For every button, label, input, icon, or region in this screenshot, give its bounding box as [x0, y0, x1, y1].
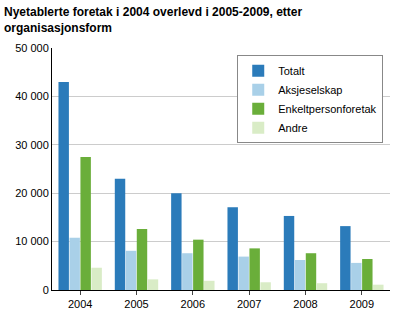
- svg-text:50 000: 50 000: [15, 42, 49, 54]
- svg-text:2006: 2006: [181, 298, 205, 310]
- svg-text:Aksjeselskap: Aksjeselskap: [278, 84, 342, 96]
- svg-text:30 000: 30 000: [15, 139, 49, 151]
- svg-text:Totalt: Totalt: [278, 65, 304, 77]
- svg-text:Nyetablerte foretak i 2004 ove: Nyetablerte foretak i 2004 overlevd i 20…: [4, 5, 302, 35]
- svg-text:2008: 2008: [293, 298, 317, 310]
- svg-text:Enkeltpersonforetak: Enkeltpersonforetak: [278, 103, 376, 115]
- svg-text:0: 0: [43, 284, 49, 296]
- svg-text:2004: 2004: [68, 298, 92, 310]
- svg-text:10 000: 10 000: [15, 235, 49, 247]
- svg-text:40 000: 40 000: [15, 90, 49, 102]
- svg-text:Andre: Andre: [278, 122, 307, 134]
- svg-text:2005: 2005: [124, 298, 148, 310]
- svg-text:2009: 2009: [350, 298, 374, 310]
- svg-text:20 000: 20 000: [15, 187, 49, 199]
- svg-text:2007: 2007: [237, 298, 261, 310]
